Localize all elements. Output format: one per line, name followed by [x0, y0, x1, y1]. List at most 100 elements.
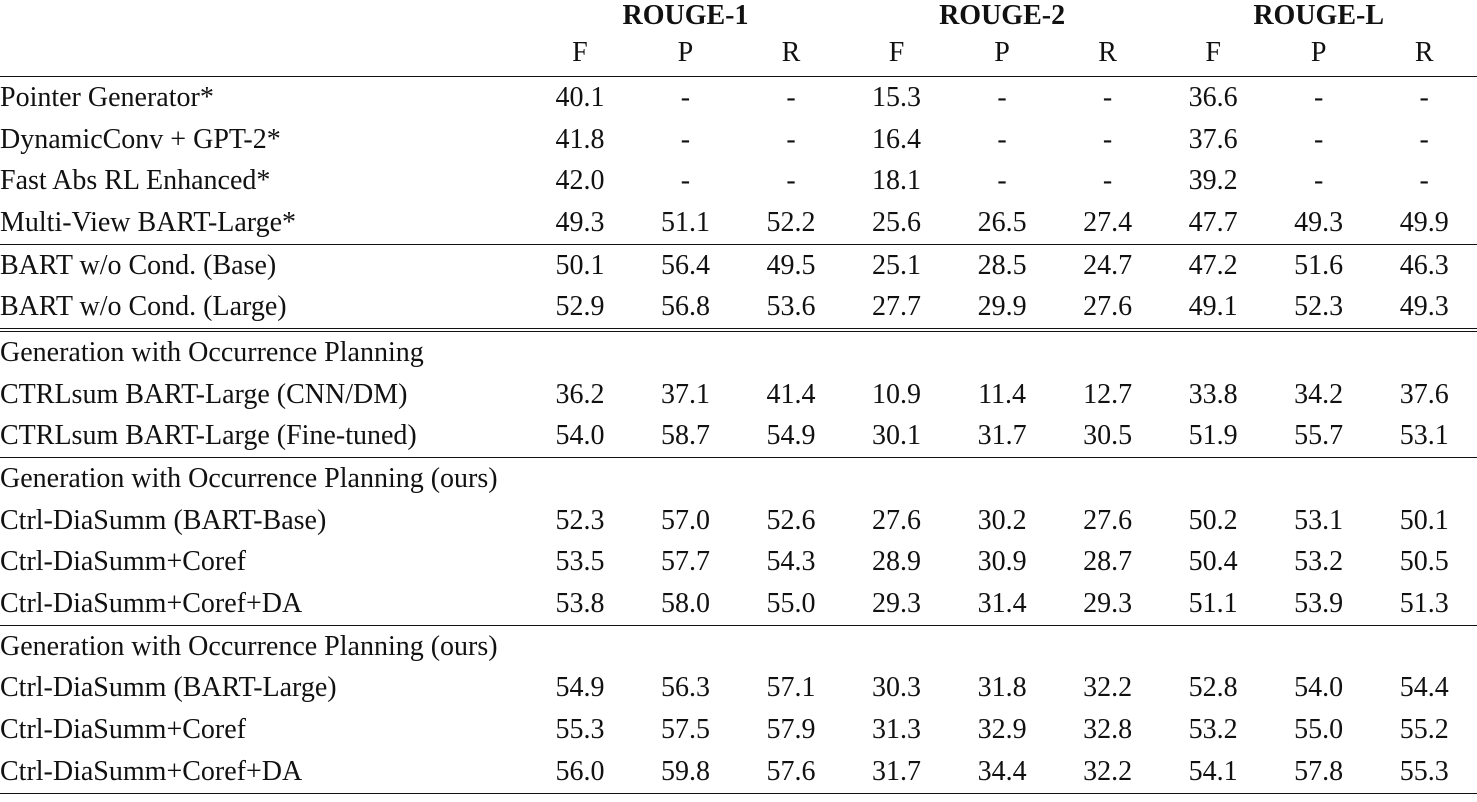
score-cell: 50.2 — [1188, 504, 1238, 536]
score-cell: 54.3 — [766, 546, 816, 578]
score-cell: 53.2 — [1294, 546, 1344, 578]
section-title-row: Generation with Occurrence Planning — [0, 328, 1477, 374]
score-cell: 41.4 — [766, 378, 816, 410]
score-cell: 47.2 — [1160, 243, 1266, 287]
table-row: CTRLsum BART-Large (CNN/DM) 36.2 37.1 41.4 1… — [0, 374, 1477, 416]
section-title: Generation with Occurrence Planning (our… — [0, 624, 1477, 668]
score-cell: 49.5 — [738, 243, 844, 287]
score-cell: 53.5 — [555, 546, 605, 578]
score-cell: 32.8 — [1083, 714, 1133, 746]
score-cell: 27.7 — [872, 291, 922, 323]
score-cell: 27.6 — [872, 504, 922, 536]
score-cell: 46.3 — [1371, 243, 1477, 287]
score-cell: 57.9 — [766, 714, 816, 746]
model-name-cell: Pointer Generator* — [0, 81, 214, 113]
score-cell: 37.6 — [1188, 123, 1238, 155]
model-name-cell: Ctrl-DiaSumm+Coref — [0, 714, 246, 746]
score-cell: 57.5 — [660, 714, 710, 746]
score-cell: 31.7 — [843, 751, 950, 794]
model-name-cell: Ctrl-DiaSumm (BART-Large) — [0, 672, 337, 704]
score-cell: 28.5 — [949, 243, 1055, 287]
group-header-rouge-1: ROUGE-1 — [622, 0, 749, 30]
score-cell: 57.8 — [1265, 751, 1372, 794]
table-row: Ctrl-DiaSumm+Coref+DA 56.0 59.8 57.6 31.7 34.… — [0, 751, 1477, 794]
metric-header-rouge1-p: P — [632, 30, 739, 77]
table-row: Multi-View BART-Large* 49.3 51.1 52.2 25.6 26… — [0, 202, 1477, 244]
score-cell: 30.2 — [977, 504, 1027, 536]
score-cell: 31.7 — [977, 420, 1027, 452]
score-cell: 18.1 — [872, 165, 922, 197]
metric-header-rougel-r: R — [1371, 30, 1477, 77]
score-cell: - — [1419, 123, 1429, 155]
metric-header-rouge1-f: F — [527, 30, 633, 77]
section-title-row: Generation with Occurrence Planning (our… — [0, 457, 1477, 500]
score-cell: 28.7 — [1083, 546, 1133, 578]
score-cell: 49.3 — [1294, 206, 1344, 238]
score-cell: 10.9 — [872, 378, 922, 410]
score-cell: 32.2 — [1054, 751, 1161, 794]
score-cell: - — [1419, 81, 1429, 113]
score-cell: 30.1 — [872, 420, 922, 452]
score-cell: 57.0 — [660, 504, 710, 536]
table-row: Ctrl-DiaSumm (BART-Base) 52.3 57.0 52.6 27.6… — [0, 500, 1477, 542]
score-cell: 51.1 — [660, 206, 710, 238]
score-cell: 54.1 — [1160, 751, 1266, 794]
score-cell: - — [680, 165, 691, 197]
score-cell: - — [786, 123, 796, 155]
score-cell: 51.9 — [1188, 420, 1238, 452]
score-cell: 51.3 — [1399, 588, 1449, 620]
score-cell: 49.9 — [1399, 206, 1449, 238]
table-row: Pointer Generator* 40.1 - - 15.3 - - 36.6 - - — [0, 77, 1477, 119]
section-title: Generation with Occurrence Planning (our… — [0, 457, 1477, 500]
score-cell: - — [786, 165, 796, 197]
score-cell: 37.6 — [1399, 378, 1449, 410]
score-cell: - — [997, 123, 1007, 155]
score-cell: 36.6 — [1188, 81, 1238, 113]
score-cell: - — [1102, 123, 1113, 155]
score-cell: - — [1313, 81, 1324, 113]
score-cell: - — [1102, 81, 1113, 113]
score-cell: 56.4 — [632, 243, 739, 287]
score-cell: 54.9 — [766, 420, 816, 452]
table-row: DynamicConv + GPT-2* 41.8 - - 16.4 - - 37.6 - - — [0, 119, 1477, 161]
table-row: Ctrl-DiaSumm+Coref 53.5 57.7 54.3 28.9 30.9 28… — [0, 542, 1477, 584]
table-body: Pointer Generator* 40.1- -15.3- -36.6- - Dyna… — [0, 77, 1477, 794]
score-cell: 25.6 — [872, 206, 922, 238]
group-header-rouge-2: ROUGE-2 — [939, 0, 1066, 30]
score-cell: - — [1102, 165, 1113, 197]
score-cell: 58.0 — [660, 588, 710, 620]
score-cell: 53.9 — [1294, 588, 1344, 620]
score-cell: 55.3 — [1371, 751, 1477, 794]
score-cell: 55.3 — [555, 714, 605, 746]
metric-header-rouge1-r: R — [738, 30, 844, 77]
table-row: Ctrl-DiaSumm (BART-Large) 54.9 56.3 57.1 30.… — [0, 668, 1477, 710]
score-cell: 56.0 — [527, 751, 633, 794]
score-cell: - — [680, 81, 691, 113]
group-header-row: ROUGE-1 ROUGE-2 ROUGE-L — [0, 0, 1477, 30]
score-cell: 55.0 — [1294, 714, 1344, 746]
model-name-cell: Ctrl-DiaSumm (BART-Base) — [0, 504, 327, 536]
model-name-cell: Fast Abs RL Enhanced* — [0, 165, 271, 197]
score-cell: - — [1419, 165, 1429, 197]
score-cell: 53.6 — [766, 291, 816, 323]
score-cell: 56.3 — [660, 672, 710, 704]
score-cell: 12.7 — [1083, 378, 1133, 410]
score-cell: 55.7 — [1294, 420, 1344, 452]
score-cell: 25.1 — [843, 243, 950, 287]
table-row: Fast Abs RL Enhanced* 42.0 - - 18.1 - - 39.2 - - — [0, 160, 1477, 202]
score-cell: 49.3 — [1399, 291, 1449, 323]
score-cell: 33.8 — [1188, 378, 1238, 410]
score-cell: 31.3 — [872, 714, 922, 746]
metric-header-rouge2-r: R — [1054, 30, 1161, 77]
score-cell: 27.6 — [1083, 504, 1133, 536]
metric-header-rougel-p: P — [1265, 30, 1372, 77]
table-row: Ctrl-DiaSumm+Coref 55.3 57.5 57.9 31.3 32.9 32… — [0, 709, 1477, 751]
score-cell: 57.6 — [738, 751, 844, 794]
score-cell: 52.8 — [1188, 672, 1238, 704]
model-name-cell: Ctrl-DiaSumm+Coref — [0, 546, 246, 578]
model-name-cell: Ctrl-DiaSumm+Coref+DA — [0, 751, 528, 794]
score-cell: 41.8 — [555, 123, 605, 155]
score-cell: 34.4 — [949, 751, 1055, 794]
